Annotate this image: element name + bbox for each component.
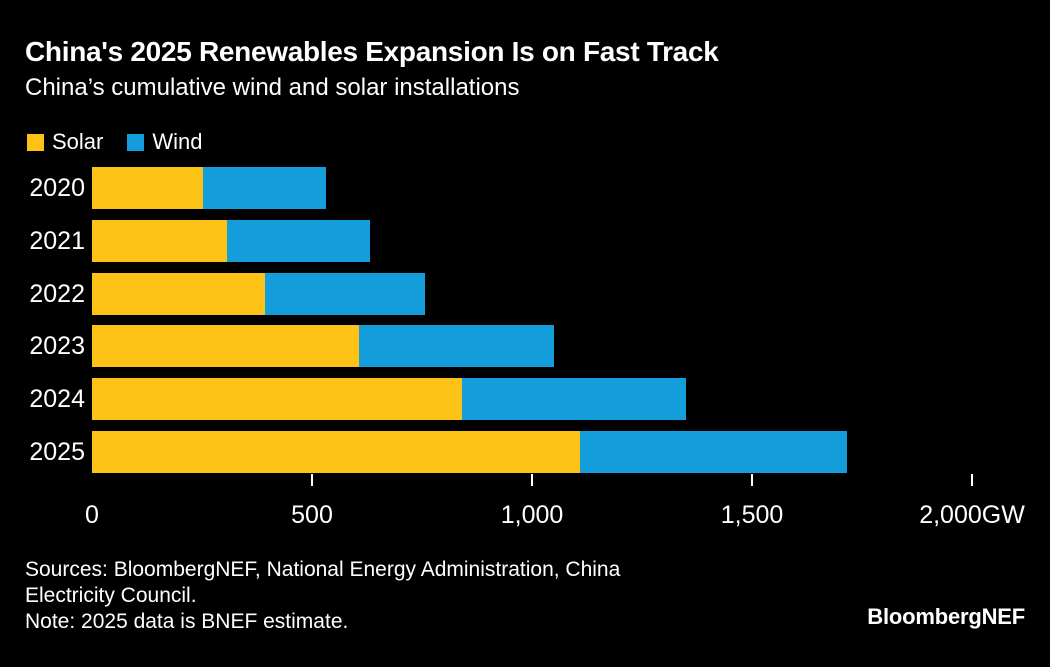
chart-row: 2020 <box>0 167 1050 209</box>
bar-segment-solar <box>92 272 265 315</box>
bar-track <box>92 430 972 473</box>
bar-segment-wind <box>264 272 426 315</box>
year-label: 2024 <box>29 385 85 414</box>
bar-segment-wind <box>226 219 371 262</box>
axis-tick-label: 1,500 <box>720 501 784 529</box>
year-label: 2022 <box>29 279 85 308</box>
bar-segment-wind <box>461 378 686 421</box>
axis-tick <box>971 474 973 486</box>
chart-title: China's 2025 Renewables Expansion Is on … <box>25 36 719 67</box>
axis-tick-label: 500 <box>291 501 333 529</box>
bloombergnef-logo: BloombergNEF <box>867 604 1025 629</box>
source-line: Electricity Council. <box>25 584 197 607</box>
chart-row: 2023 <box>0 325 1050 368</box>
bar-track <box>92 325 972 368</box>
year-label: 2020 <box>29 174 85 202</box>
axis-tick <box>531 474 533 486</box>
bar-segment-wind <box>203 167 327 209</box>
axis-tick <box>311 474 313 486</box>
axis-tick-label: 1,000 <box>500 501 564 529</box>
year-label: 2021 <box>29 226 85 255</box>
bar-segment-solar <box>92 325 360 368</box>
axis-tick-label: 0 <box>85 501 99 529</box>
bar-track <box>92 272 972 315</box>
wind-swatch-icon <box>127 133 145 151</box>
chart-row: 2022 <box>0 272 1050 315</box>
axis-tick <box>751 474 753 486</box>
legend-label-wind: Wind <box>152 129 203 154</box>
bar-segment-solar <box>92 378 462 421</box>
bar-segment-wind <box>580 430 847 473</box>
year-label: 2025 <box>29 437 85 466</box>
bar-chart: 2020 2021 2022 2023 2024 2025 <box>0 167 1050 484</box>
bar-track <box>92 219 972 262</box>
chart-subtitle: China’s cumulative wind and solar instal… <box>25 74 520 101</box>
legend-label-solar: Solar <box>52 129 104 154</box>
year-label: 2023 <box>29 332 85 361</box>
legend: Solar Wind <box>27 129 202 155</box>
bar-segment-solar <box>92 167 204 209</box>
bar-track <box>92 167 972 209</box>
solar-swatch-icon <box>27 133 44 151</box>
bar-segment-solar <box>92 219 227 262</box>
chart-row: 2024 <box>0 378 1050 421</box>
bar-track <box>92 378 972 421</box>
chart-row: 2021 <box>0 219 1050 262</box>
source-note: Sources: BloombergNEF, National Energy A… <box>25 557 620 635</box>
axis-tick-label: 2,000GW <box>919 501 1025 529</box>
note-line: Note: 2025 data is BNEF estimate. <box>25 610 349 633</box>
bar-segment-solar <box>92 430 581 473</box>
legend-item-wind: Wind <box>127 129 202 155</box>
legend-item-solar: Solar <box>27 129 103 155</box>
source-line: Sources: BloombergNEF, National Energy A… <box>25 558 621 581</box>
bar-segment-wind <box>359 325 554 368</box>
chart-row: 2025 <box>0 430 1050 473</box>
